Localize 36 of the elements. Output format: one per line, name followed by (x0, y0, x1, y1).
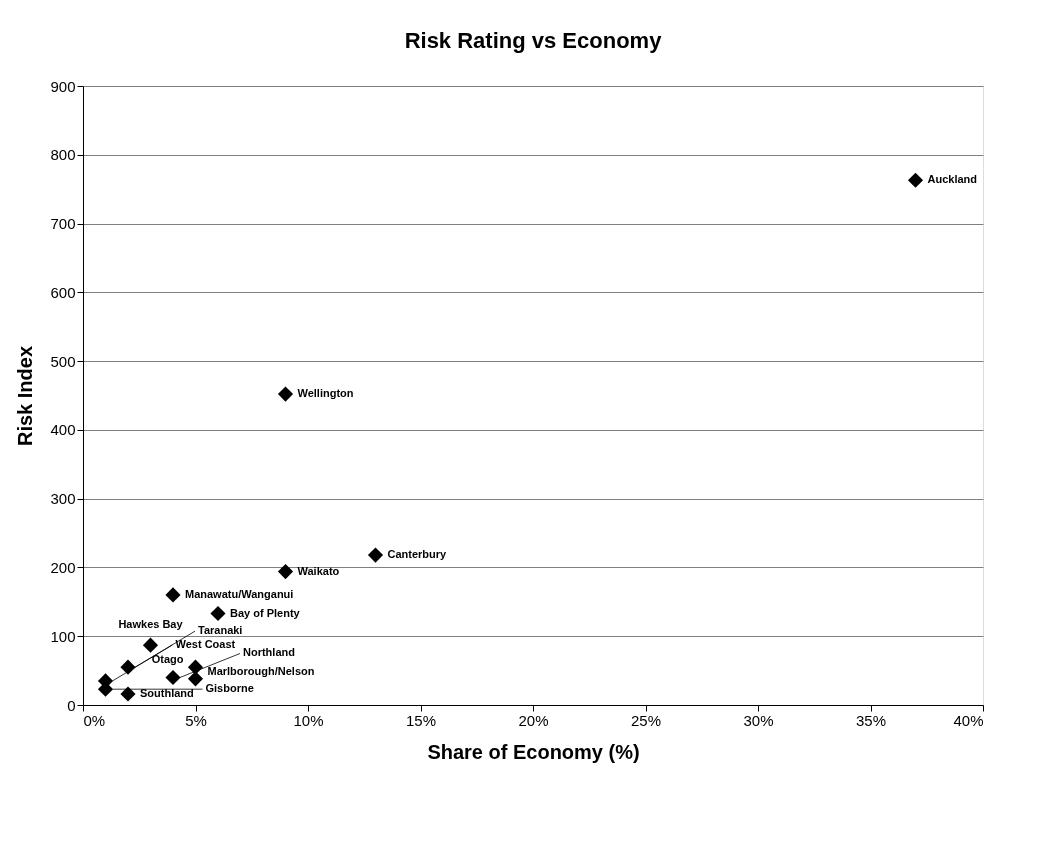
annotation: Bay of Plenty (230, 606, 301, 619)
x-tick-label: 10% (293, 711, 324, 729)
annotation: Wellington (297, 387, 354, 400)
y-tick-label: 800 (50, 146, 76, 164)
y-axis-title: Risk Index (14, 345, 37, 447)
y-tick-label: 400 (50, 421, 76, 439)
y-tick-label: 300 (50, 490, 76, 508)
annotation: Southland (140, 687, 194, 699)
x-tick-label: 0% (83, 711, 106, 729)
annotation: Canterbury (387, 548, 448, 561)
x-tick-label: 15% (405, 711, 437, 729)
annotation: Waikato (297, 564, 340, 577)
x-tick-label: 20% (518, 711, 549, 729)
y-tick-label: 900 (50, 77, 76, 95)
annotation: West Coast (175, 637, 236, 650)
annotation: Otago (151, 653, 184, 666)
annotation: Hawkes Bay (118, 618, 184, 631)
y-tick-label: 200 (50, 558, 76, 576)
x-axis-title: Share of Economy (%) (427, 740, 640, 763)
x-tick-label: 35% (855, 711, 887, 729)
x-tick-label: 5% (185, 711, 207, 729)
annotation: Northland (243, 646, 295, 659)
annotation: Gisborne (205, 682, 254, 695)
y-tick-label: 500 (50, 352, 76, 370)
x-tick-label: 40% (953, 711, 984, 729)
annotation: Auckland (927, 173, 978, 186)
y-tick-label: 100 (50, 627, 76, 645)
y-tick-label: 600 (50, 283, 76, 301)
x-tick-label: 25% (630, 711, 662, 729)
chart-title: Risk Rating vs Economy (404, 28, 663, 53)
annotation: Manawatu/Wanganui (185, 587, 294, 600)
annotation: Marlborough/Nelson (207, 664, 315, 677)
x-tick-label: 30% (743, 711, 774, 729)
y-tick-label: 700 (50, 215, 76, 233)
y-tick-label: 0 (67, 696, 76, 714)
annotation: Taranaki (198, 624, 243, 637)
